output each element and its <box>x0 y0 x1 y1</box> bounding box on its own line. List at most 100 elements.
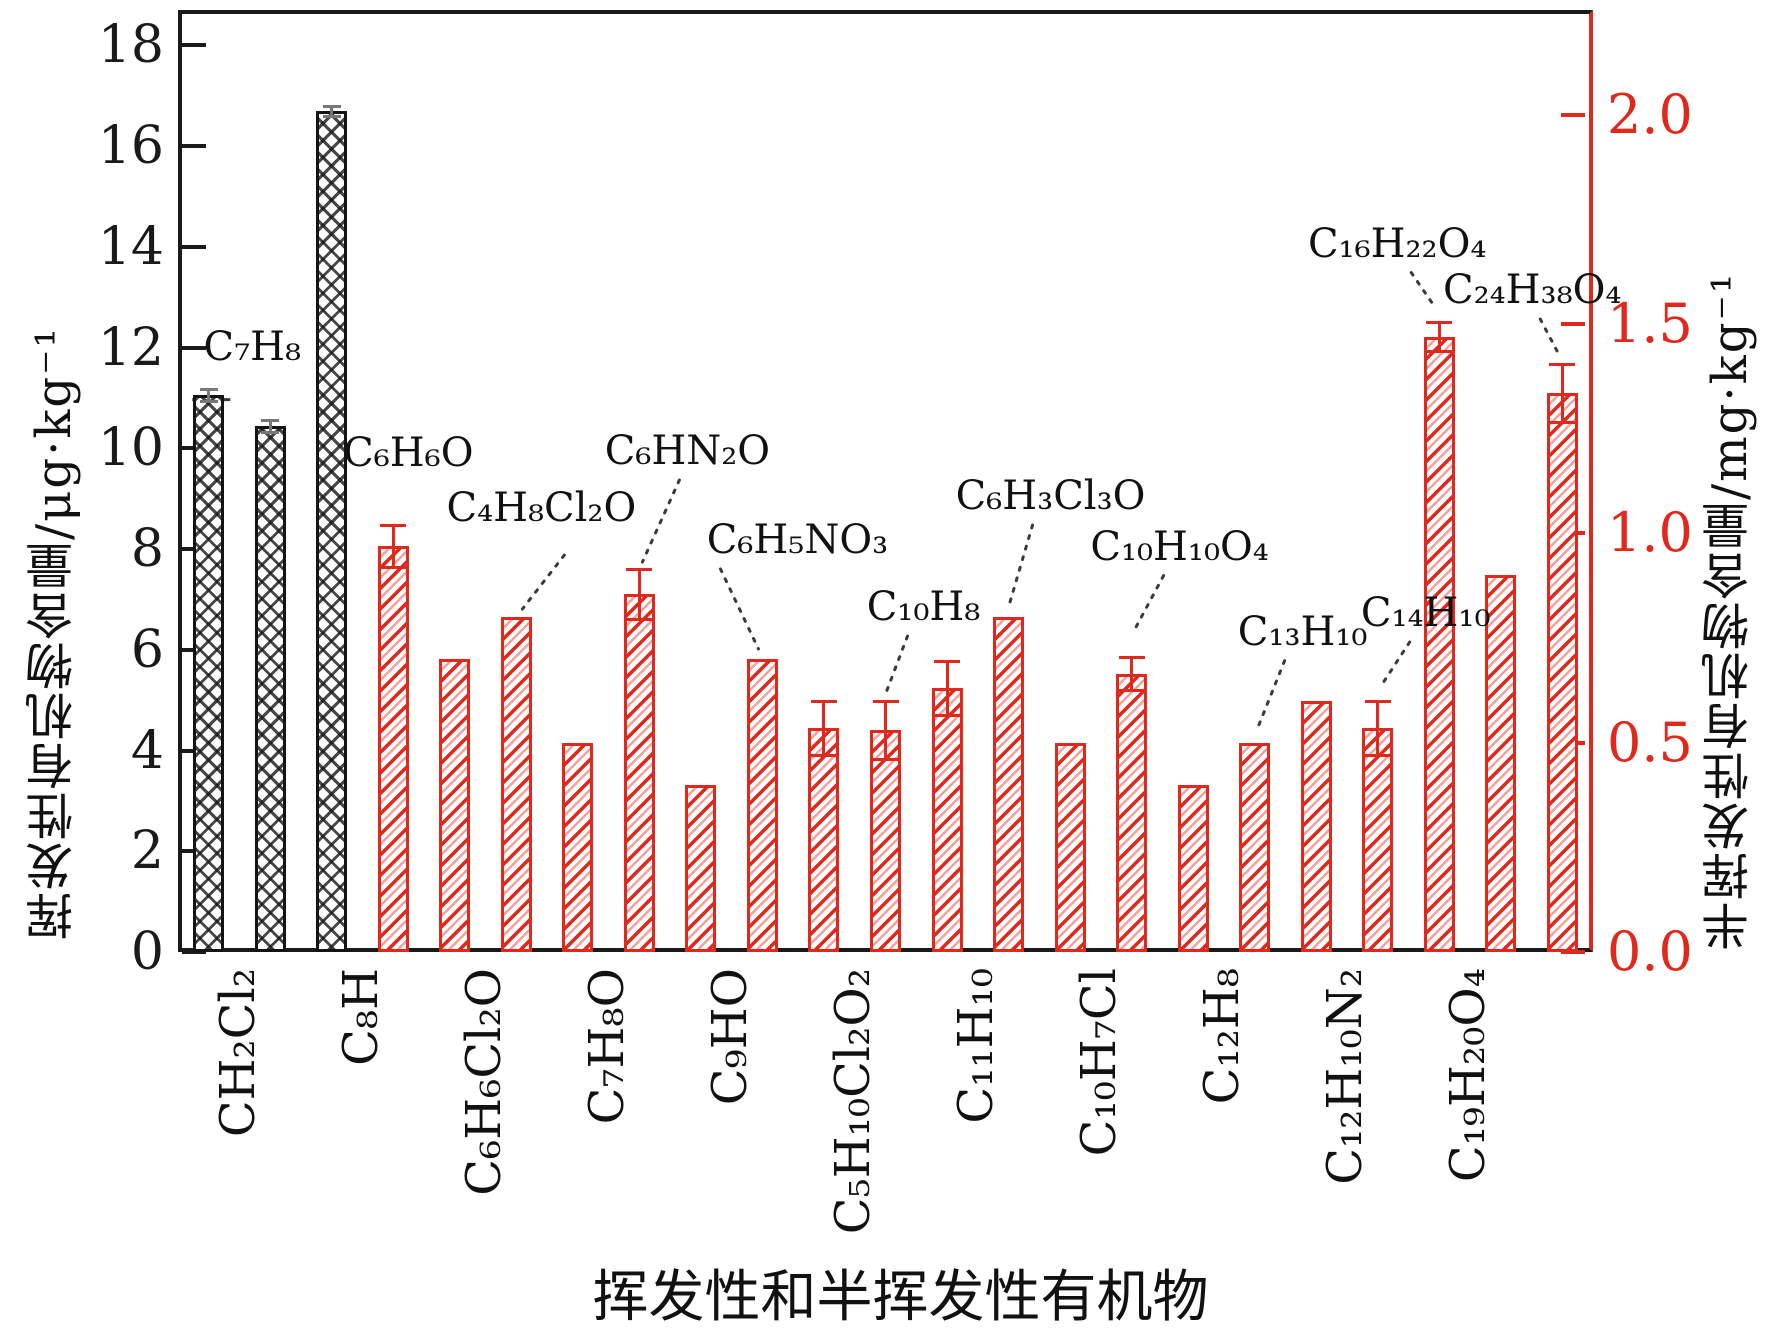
error-bar-line <box>945 661 949 716</box>
bar-C₁₀H₁₀O₄ <box>1116 673 1148 952</box>
x-tick-label-C₉HO: C₉HO <box>701 968 758 1106</box>
error-bar-cap-top <box>380 523 407 527</box>
error-bar-cap-bottom <box>1118 689 1145 693</box>
x-tick-label-C₁₀H₇Cl: C₁₀H₇Cl <box>1070 968 1127 1157</box>
left-axis-tick-label: 6 <box>130 619 164 680</box>
error-bar-line <box>330 105 334 116</box>
bar-C₁₂H₈ <box>1177 784 1209 952</box>
bar-C₁₀H₇Cl <box>1054 742 1086 952</box>
bar-C₁₃H₁₀ <box>1239 742 1271 952</box>
bar-C₆H₃Cl₃O <box>993 617 1025 952</box>
bar-C₄H₈Cl₂O <box>500 617 532 952</box>
x-tick-label-CH₂Cl₂: CH₂Cl₂ <box>209 968 266 1138</box>
error-bar-line <box>884 700 887 760</box>
x-tick-label-C₁₂H₁₀N₂: C₁₂H₁₀N₂ <box>1316 968 1373 1185</box>
annotation-leader-line <box>1255 659 1287 733</box>
error-bar-cap-top <box>1426 320 1453 324</box>
error-bar-cap-bottom <box>322 114 341 118</box>
right-axis-tick-label: 1.0 <box>1607 501 1693 565</box>
annotation-leader-line <box>884 634 909 696</box>
error-bar-cap-top <box>1364 699 1391 703</box>
bar-C₈H <box>316 110 348 952</box>
left-axis-tick <box>182 244 206 249</box>
error-bar-line <box>268 419 272 432</box>
x-axis-title: 挥发性和半挥发性有机物 <box>592 1265 1209 1330</box>
left-axis-tick-label: 12 <box>97 317 164 378</box>
annotation-C₂₄H₃₈O₄: C₂₄H₃₈O₄ <box>1443 267 1622 314</box>
bar-C₁₁H₁₀ <box>931 688 963 952</box>
error-bar-cap-bottom <box>1426 350 1453 354</box>
right-axis-tick-label: 2.0 <box>1607 82 1693 146</box>
bar-C₁₂H₁₀N₂ <box>1300 700 1332 952</box>
error-bar-cap-top <box>1549 362 1576 366</box>
error-bar-line <box>822 700 826 756</box>
right-axis-tick-label: 0.5 <box>1607 710 1693 774</box>
x-tick-label-C₅H₁₀Cl₂O₂: C₅H₁₀Cl₂O₂ <box>824 968 881 1235</box>
bar-C₂₄H₃₈O₄ <box>1546 393 1578 952</box>
annotation-C₄H₈Cl₂O: C₄H₈Cl₂O <box>446 485 637 532</box>
bar-C₆H₅NO₃ <box>746 658 778 952</box>
error-bar-line <box>1560 363 1564 423</box>
right-axis-tick <box>1561 322 1585 326</box>
left-axis-tick-label: 0 <box>130 922 164 982</box>
error-bar-cap-top <box>261 418 280 422</box>
error-bar-cap-bottom <box>261 430 280 434</box>
error-bar-cap-bottom <box>934 714 961 718</box>
annotation-leader-line <box>1538 317 1561 357</box>
left-axis-tick-label: 8 <box>130 519 164 579</box>
error-bar-cap-bottom <box>626 618 653 622</box>
annotation-C₇H₈: C₇H₈ <box>203 323 302 370</box>
error-bar-cap-bottom <box>199 400 218 404</box>
error-bar-cap-top <box>199 388 218 392</box>
left-axis-title: 挥发性有机物含量/μg·kg⁻¹ <box>26 326 82 940</box>
annotation-C₁₆H₂₂O₄: C₁₆H₂₂O₄ <box>1307 220 1487 267</box>
error-bar-line <box>1130 656 1134 691</box>
annotation-leader-line <box>1007 523 1035 609</box>
annotation-leader-line <box>1132 574 1166 634</box>
annotation-leader-line <box>1378 640 1412 690</box>
annotation-C₆HN₂O: C₆HN₂O <box>604 428 771 475</box>
bar-C₁₉H₂₀O₄ <box>1485 575 1517 952</box>
annotation-C₆H₅NO₃: C₆H₅NO₃ <box>706 516 889 563</box>
left-axis-tick <box>182 345 206 350</box>
bar-C₆HN₂O <box>623 594 655 952</box>
left-axis-tick <box>182 950 206 954</box>
x-tick-label-C₈H: C₈H <box>332 968 389 1066</box>
bar-C₆H₆Cl₂O <box>439 658 471 952</box>
error-bar-cap-bottom <box>1364 754 1391 758</box>
left-axis-tick-label: 14 <box>97 216 164 277</box>
error-bar-line <box>1376 700 1380 756</box>
error-bar-cap-bottom <box>1549 421 1576 425</box>
error-bar-cap-top <box>934 660 961 664</box>
error-bar-cap-top <box>872 699 899 703</box>
x-tick-label-C₁₉H₂₀O₄: C₁₉H₂₀O₄ <box>1439 968 1496 1183</box>
left-axis-tick-label: 2 <box>130 821 164 882</box>
left-axis-tick <box>182 43 206 48</box>
bar-C₉HO <box>685 784 717 952</box>
annotation-C₁₃H₁₀: C₁₃H₁₀ <box>1237 608 1368 655</box>
bar-C₇H₈O <box>562 742 594 952</box>
bar-C₁₄H₁₀ <box>1362 728 1394 952</box>
bar-C₇H₈ <box>254 425 286 952</box>
left-axis-tick-label: 10 <box>97 418 164 479</box>
error-bar-line <box>391 524 395 567</box>
right-axis-tick-label: 1.5 <box>1607 292 1693 355</box>
error-bar-line <box>207 389 211 402</box>
annotation-C₁₀H₈: C₁₀H₈ <box>866 584 981 631</box>
annotation-C₁₀H₁₀O₄: C₁₀H₁₀O₄ <box>1090 523 1269 570</box>
x-tick-label-C₁₁H₁₀: C₁₁H₁₀ <box>947 968 1004 1124</box>
right-axis-tick <box>1561 112 1585 117</box>
left-axis-tick-label: 16 <box>97 116 164 176</box>
x-tick-label-C₇H₈O: C₇H₈O <box>578 968 635 1125</box>
error-bar-cap-top <box>1118 655 1145 659</box>
bar-C₁₀H₈ <box>870 730 901 952</box>
bar-C₅H₁₀Cl₂O₂ <box>808 728 840 952</box>
bar-CH₂Cl₂ <box>193 395 225 952</box>
error-bar-cap-bottom <box>810 754 837 758</box>
x-tick-label-C₁₂H₈: C₁₂H₈ <box>1193 968 1250 1105</box>
annotation-leader-line <box>718 567 760 651</box>
annotation-C₆H₃Cl₃O: C₆H₃Cl₃O <box>955 473 1146 520</box>
error-bar-cap-bottom <box>380 565 407 569</box>
x-tick-label-C₆H₆Cl₂O: C₆H₆Cl₂O <box>455 968 512 1196</box>
